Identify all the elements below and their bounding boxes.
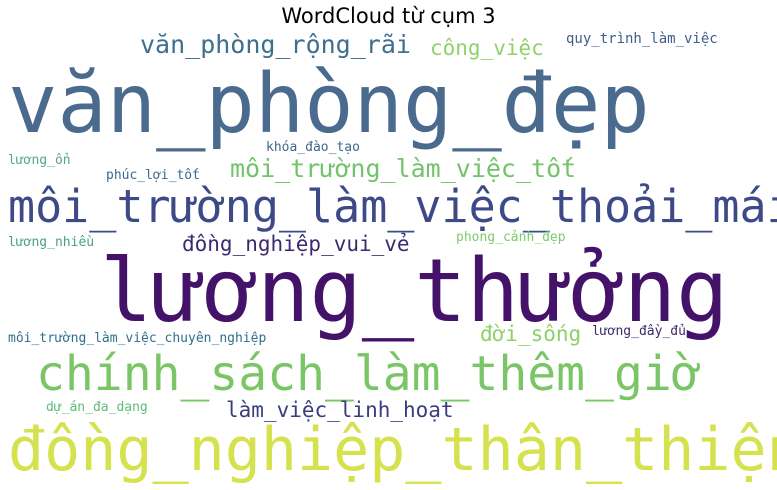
word-khoa-dao-tao: khóa_đào_tạo [266,140,360,155]
word-luong-thuong: lương_thưởng [100,240,729,342]
word-van-phong-dep: văn_phòng_đẹp [8,57,650,152]
word-cong-viec: công_việc [430,36,544,60]
word-doi-song: đời_sống [480,322,582,346]
word-lam-viec-linh-hoat: làm_việc_linh_hoạt [226,398,454,422]
word-phong-canh-dep: phong_cảnh_đẹp [456,230,566,245]
word-moi-truong-lam-viec-tot: môi_trường_làm_việc_tốt [230,154,577,183]
word-van-phong-rong-rai: văn_phòng_rộng_rãi [140,30,411,59]
word-moi-truong-lam-viec-chuyen-nghiep: môi_trường_làm_việc_chuyên_nghiệp [8,331,267,346]
word-luong-day-du: lương_đầy_đủ [592,324,686,339]
word-chinh-sach-lam-them-gio: chính_sách_làm_thêm_giờ [36,346,701,402]
word-luong-nhieu: lương_nhiều [8,235,95,250]
word-dong-nghiep-than-thien: đồng_nghiệp_thân_thiện [8,415,777,485]
word-dong-nghiep-vui-ve: đồng_nghiệp_vui_vẻ [182,232,410,256]
wordcloud-canvas: văn_phòng_đẹp lương_thưởng đồng_nghiệp_t… [6,28,777,488]
word-phuc-loi-tot: phúc_lợi_tốt [106,168,200,183]
word-luong-on: lương_ổn [8,153,71,168]
word-quy-trinh-lam-viec: quy_trình_làm_việc [566,31,718,47]
word-du-an-da-dang: dự_án_đa_dạng [46,400,148,415]
wordcloud-title: WordCloud từ cụm 3 [281,4,496,28]
word-moi-truong-lam-viec-thoai-mai: môi_trường_làm_việc_thoải_mái [8,180,777,233]
